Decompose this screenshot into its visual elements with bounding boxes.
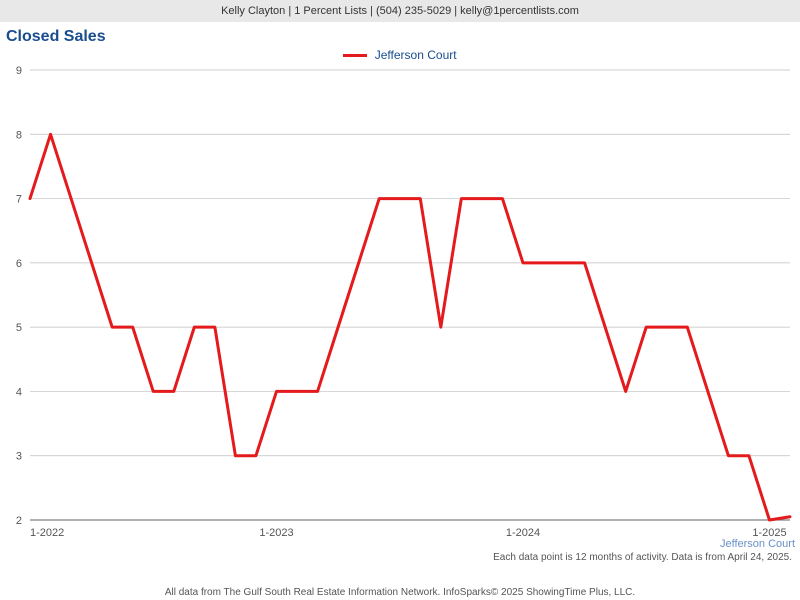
- svg-text:5: 5: [16, 322, 22, 334]
- svg-text:6: 6: [16, 258, 22, 270]
- svg-text:1-2022: 1-2022: [30, 527, 64, 539]
- chart-title: Closed Sales: [6, 28, 106, 46]
- series-end-label: Jefferson Court: [720, 538, 795, 550]
- svg-text:1-2023: 1-2023: [259, 527, 293, 539]
- svg-text:9: 9: [16, 65, 22, 77]
- legend-swatch: [343, 54, 367, 57]
- header-bar: Kelly Clayton | 1 Percent Lists | (504) …: [0, 0, 800, 22]
- svg-text:4: 4: [16, 386, 22, 398]
- chart-svg: 234567891-20221-20231-20241-2025: [0, 60, 800, 560]
- svg-text:3: 3: [16, 451, 22, 463]
- svg-text:2: 2: [16, 515, 22, 527]
- chart-area: 234567891-20221-20231-20241-2025: [0, 60, 800, 560]
- chart-footnote: Each data point is 12 months of activity…: [493, 552, 792, 563]
- svg-text:1-2024: 1-2024: [506, 527, 540, 539]
- svg-text:7: 7: [16, 194, 22, 206]
- svg-text:8: 8: [16, 129, 22, 141]
- chart-source: All data from The Gulf South Real Estate…: [0, 587, 800, 598]
